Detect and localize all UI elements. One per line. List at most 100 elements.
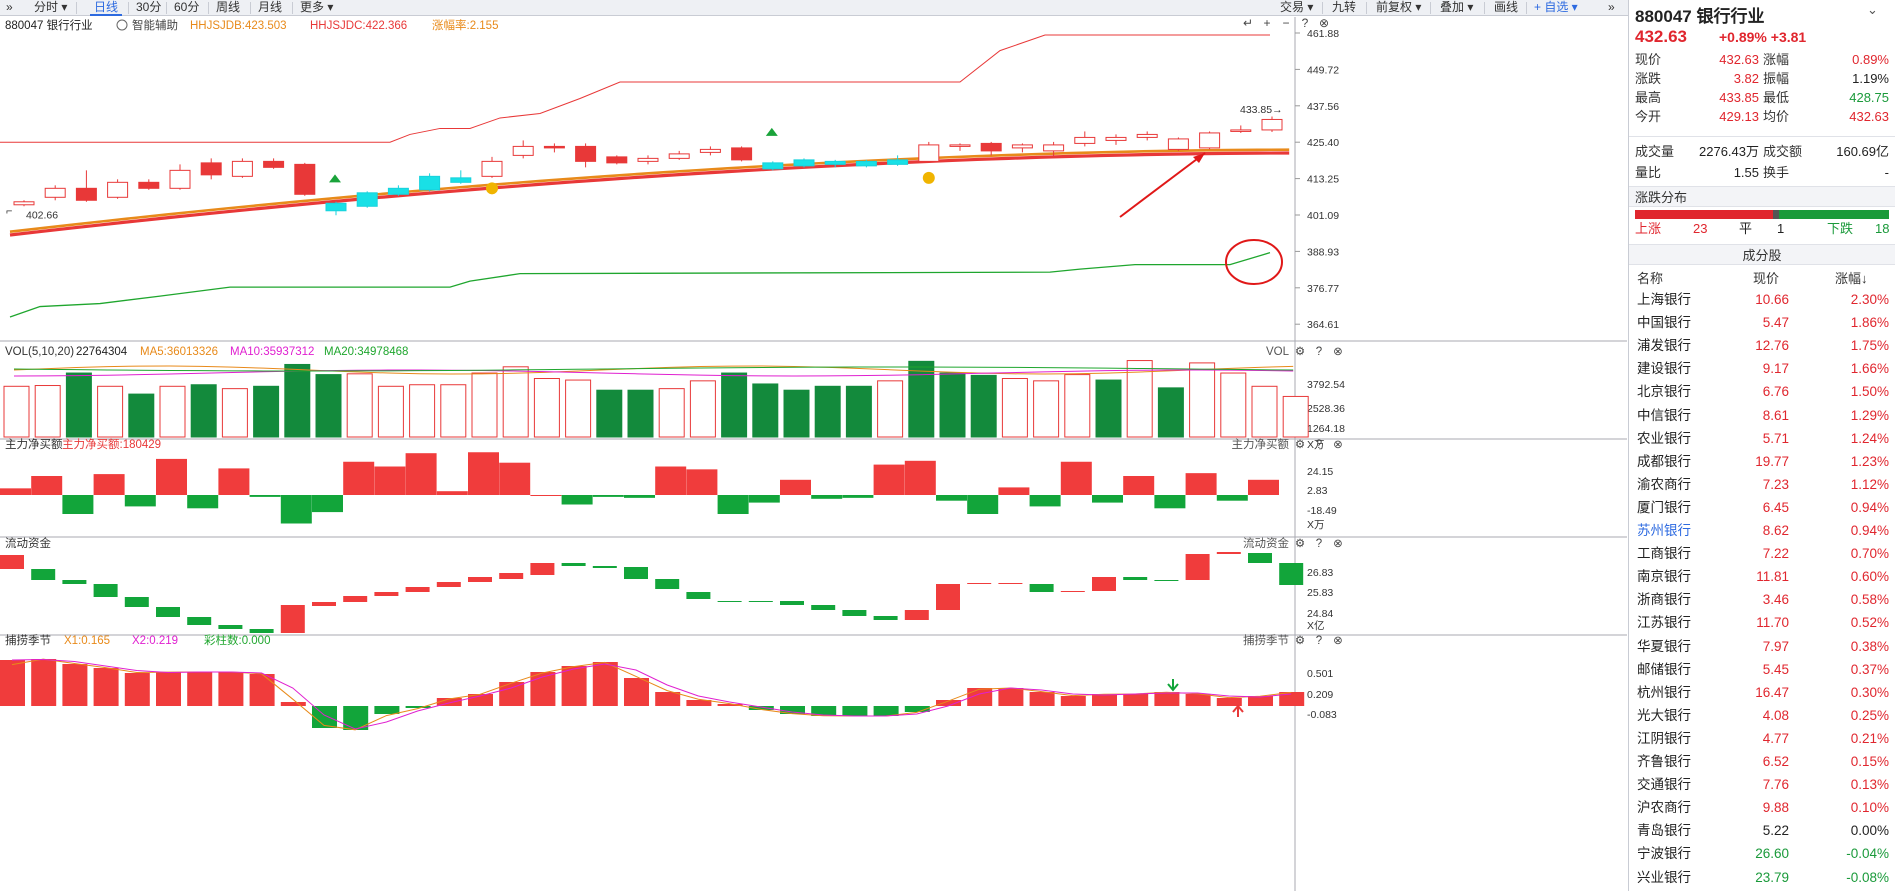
- dist-bar: [1635, 210, 1889, 219]
- quote-value: 2276.43万: [1699, 144, 1759, 159]
- volume-bar: [1064, 374, 1091, 438]
- col-price[interactable]: 现价: [1753, 271, 1780, 286]
- candle: [1261, 118, 1283, 131]
- tab-30min[interactable]: 30分: [136, 0, 162, 14]
- panel-control-icon[interactable]: ?: [1316, 635, 1322, 647]
- kline-chart-area[interactable]: 461.88 449.72 437.56 425.40 413.25 401.09 388.…: [0, 17, 1628, 891]
- volume-bar: [34, 385, 61, 438]
- expand-left-icon[interactable]: »: [6, 0, 13, 14]
- candle: [1230, 129, 1252, 132]
- candle: [138, 181, 160, 189]
- tab-intraday[interactable]: 分时 ▾: [34, 0, 68, 14]
- overlay-button[interactable]: 叠加 ▾: [1440, 0, 1474, 14]
- stock-row[interactable]: 邮储银行 5.45 0.37%: [1629, 658, 1895, 681]
- panel-control-icon[interactable]: ⚙: [1295, 346, 1305, 358]
- adjust-button[interactable]: 前复权 ▾: [1376, 0, 1422, 14]
- tab-weekly[interactable]: 周线: [216, 0, 241, 14]
- volume-bar: [1126, 360, 1153, 438]
- stock-row[interactable]: 齐鲁银行 6.52 0.15%: [1629, 750, 1895, 773]
- net-buy-bar: [592, 495, 624, 497]
- panel-control-icon[interactable]: ⊗: [1333, 635, 1343, 647]
- tab-60min[interactable]: 60分: [174, 0, 200, 14]
- stock-change: 0.38%: [1850, 638, 1889, 654]
- price-tick-label: 449.72: [1307, 64, 1339, 76]
- stock-row[interactable]: 苏州银行 8.62 0.94%: [1629, 519, 1895, 542]
- volume-bar: [377, 385, 404, 438]
- nine-turn-button[interactable]: 九转: [1332, 0, 1357, 14]
- panel-control-icon[interactable]: ⊗: [1333, 439, 1343, 451]
- stock-row[interactable]: 交通银行 7.76 0.13%: [1629, 773, 1895, 796]
- expand-right-icon[interactable]: »: [1608, 0, 1615, 14]
- stock-row[interactable]: 宁波银行 26.60 -0.04%: [1629, 842, 1895, 865]
- flow-bar: [249, 629, 274, 633]
- draw-button[interactable]: 画线: [1494, 0, 1519, 14]
- stock-row[interactable]: 江阴银行 4.77 0.21%: [1629, 727, 1895, 750]
- buy-marker-b: [922, 171, 935, 184]
- stock-row[interactable]: 上海银行 10.66 2.30%: [1629, 288, 1895, 311]
- stock-price: 3.46: [1762, 592, 1789, 608]
- stock-row[interactable]: 建设银行 9.17 1.66%: [1629, 357, 1895, 380]
- panel-control-icon[interactable]: ⊗: [1333, 346, 1343, 358]
- stock-name: 工商银行: [1637, 546, 1691, 562]
- expand-panel-icon[interactable]: ⌄: [1867, 2, 1878, 17]
- stock-row[interactable]: 浦发银行 12.76 1.75%: [1629, 334, 1895, 357]
- stock-row[interactable]: 中信银行 8.61 1.29%: [1629, 404, 1895, 427]
- season-bar: [0, 660, 25, 706]
- quote-label: 振幅: [1763, 71, 1790, 86]
- col-change[interactable]: 涨幅↓: [1835, 271, 1868, 286]
- chart-control-icon[interactable]: +: [1263, 17, 1270, 30]
- panel-control-icon[interactable]: ?: [1316, 439, 1322, 451]
- stock-row[interactable]: 工商银行 7.22 0.70%: [1629, 542, 1895, 565]
- stock-row[interactable]: 农业银行 5.71 1.24%: [1629, 427, 1895, 450]
- stock-row[interactable]: 华夏银行 7.97 0.38%: [1629, 635, 1895, 658]
- quote-label: 最高: [1635, 90, 1662, 105]
- trade-button[interactable]: 交易 ▾: [1280, 0, 1314, 14]
- stock-price: 7.22: [1762, 546, 1789, 562]
- stock-row[interactable]: 北京银行 6.76 1.50%: [1629, 380, 1895, 403]
- panel-control-icon[interactable]: ⚙: [1295, 635, 1305, 647]
- stock-row[interactable]: 南京银行 11.81 0.60%: [1629, 565, 1895, 588]
- stock-row[interactable]: 青岛银行 5.22 0.00%: [1629, 819, 1895, 842]
- net-buy-bar: [312, 495, 343, 513]
- flow-bar: [1185, 554, 1210, 580]
- add-watchlist-button[interactable]: + 自选 ▾: [1534, 0, 1578, 14]
- col-name[interactable]: 名称: [1637, 271, 1664, 286]
- panel-control-icon[interactable]: ?: [1316, 346, 1322, 358]
- stock-price: 10.66: [1755, 292, 1789, 307]
- volume-bar: [97, 385, 124, 438]
- stock-row[interactable]: 杭州银行 16.47 0.30%: [1629, 681, 1895, 704]
- price-change: +0.89% +3.81: [1719, 29, 1807, 45]
- chart-control-icon[interactable]: −: [1282, 17, 1289, 30]
- tab-more[interactable]: 更多 ▾: [300, 0, 334, 14]
- stock-row[interactable]: 渝农商行 7.23 1.12%: [1629, 473, 1895, 496]
- chart-control-icon[interactable]: ⊗: [1319, 17, 1329, 30]
- candle: [699, 148, 721, 153]
- price-tick-label: 376.77: [1307, 283, 1339, 295]
- tab-daily[interactable]: 日线: [90, 0, 123, 16]
- stock-name: 农业银行: [1637, 430, 1691, 446]
- panel-control-icon[interactable]: ?: [1316, 538, 1322, 550]
- tab-monthly[interactable]: 月线: [258, 0, 283, 14]
- net-right-title: 主力净买额: [1232, 437, 1290, 451]
- season-bar: [187, 672, 213, 706]
- stock-row[interactable]: 沪农商行 9.88 0.10%: [1629, 796, 1895, 819]
- candle: [1074, 136, 1096, 144]
- flow-bar: [998, 583, 1023, 584]
- stock-row[interactable]: 中国银行 5.47 1.86%: [1629, 311, 1895, 334]
- quote-label: 涨幅: [1763, 52, 1790, 67]
- flow-bar: [124, 597, 149, 607]
- chart-control-icon[interactable]: ?: [1302, 17, 1309, 30]
- stock-row[interactable]: 成都银行 19.77 1.23%: [1629, 450, 1895, 473]
- stock-row[interactable]: 江苏银行 11.70 0.52%: [1629, 611, 1895, 634]
- stock-row[interactable]: 厦门银行 6.45 0.94%: [1629, 496, 1895, 519]
- stock-row[interactable]: 光大银行 4.08 0.25%: [1629, 704, 1895, 727]
- stock-row[interactable]: 兴业银行 23.79 -0.08%: [1629, 866, 1895, 889]
- panel-control-icon[interactable]: ⊗: [1333, 538, 1343, 550]
- season-bar: [998, 688, 1024, 706]
- candle: [949, 144, 971, 147]
- panel-control-icon[interactable]: ⚙: [1295, 538, 1305, 550]
- panel-control-icon[interactable]: ⚙: [1295, 439, 1305, 451]
- chart-control-icon[interactable]: ↵: [1243, 17, 1253, 30]
- stock-row[interactable]: 浙商银行 3.46 0.58%: [1629, 588, 1895, 611]
- net-buy-bar: [374, 466, 406, 495]
